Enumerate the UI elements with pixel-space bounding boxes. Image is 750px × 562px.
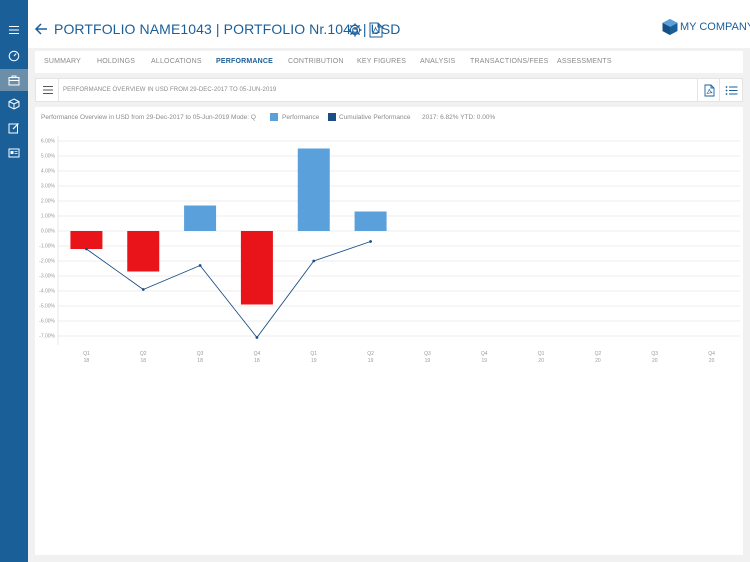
- x-tick-label: Q3: [651, 351, 658, 357]
- performance-caption: PERFORMANCE OVERVIEW IN USD FROM 29-DEC-…: [63, 87, 277, 93]
- app-header: PORTFOLIO NAME1043 | PORTFOLIO Nr.1043 |…: [28, 0, 750, 48]
- y-tick-label: -1.00%: [39, 244, 55, 250]
- divider: [719, 79, 720, 101]
- y-tick-label: -7.00%: [39, 334, 55, 340]
- x-tick-label: Q3: [197, 351, 204, 357]
- legend-swatch-performance: [270, 113, 278, 121]
- y-tick-label: -4.00%: [39, 289, 55, 295]
- sidebar-item-dashboard[interactable]: [0, 45, 28, 67]
- settings-gear-icon[interactable]: [347, 22, 363, 38]
- divider: [58, 79, 59, 101]
- legend-swatch-cumulative: [328, 113, 336, 121]
- performance-bar[interactable]: [240, 231, 273, 305]
- x-tick-label-year: 18: [254, 358, 260, 364]
- y-tick-label: 2.00%: [41, 199, 56, 205]
- y-tick-label: 1.00%: [41, 214, 56, 220]
- x-tick-label: Q1: [310, 351, 317, 357]
- cumulative-point[interactable]: [141, 288, 145, 291]
- y-tick-label: 4.00%: [41, 169, 56, 175]
- page-title: PORTFOLIO NAME1043 | PORTFOLIO Nr.1043 |…: [54, 21, 401, 37]
- pdf-export-icon[interactable]: [369, 22, 383, 38]
- id-card-icon: [8, 148, 20, 158]
- y-tick-label: 5.00%: [41, 154, 56, 160]
- tab-bar: SUMMARY HOLDINGS ALLOCATIONS PERFORMANCE…: [35, 51, 743, 73]
- hamburger-icon: [9, 26, 19, 34]
- x-tick-label-year: 19: [425, 358, 431, 364]
- x-tick-label: Q4: [254, 351, 261, 357]
- tab-summary[interactable]: SUMMARY: [44, 58, 82, 65]
- tab-assessments[interactable]: ASSESSMENTS: [557, 58, 612, 65]
- x-tick-label-year: 18: [197, 358, 203, 364]
- pdf-download-icon[interactable]: [704, 84, 715, 97]
- legend-label-performance[interactable]: Performance: [282, 114, 320, 121]
- cumulative-point[interactable]: [85, 247, 88, 251]
- sidebar-item-contacts[interactable]: [0, 142, 28, 164]
- cumulative-point[interactable]: [369, 240, 372, 243]
- performance-stats: 2017: 6.82% YTD: 0.00%: [422, 114, 496, 121]
- x-tick-label: Q4: [708, 351, 715, 357]
- back-arrow-icon[interactable]: [34, 22, 48, 36]
- performance-bar[interactable]: [184, 205, 217, 232]
- chart-title: Performance Overview in USD from 29-Dec-…: [41, 114, 256, 121]
- performance-bar[interactable]: [70, 231, 103, 249]
- company-logo-icon: [662, 19, 678, 35]
- tab-analysis[interactable]: ANALYSIS: [420, 58, 456, 65]
- y-tick-label: 3.00%: [41, 184, 56, 190]
- y-tick-label: 6.00%: [41, 139, 56, 145]
- x-tick-label-year: 19: [368, 358, 374, 364]
- x-tick-label-year: 20: [709, 358, 715, 364]
- x-tick-label: Q1: [538, 351, 545, 357]
- chart-panel: Performance Overview in USD from 29-Dec-…: [35, 107, 743, 555]
- y-tick-label: -6.00%: [39, 319, 55, 325]
- y-tick-label: -5.00%: [39, 304, 55, 310]
- cumulative-point[interactable]: [198, 264, 202, 267]
- x-tick-label: Q4: [481, 351, 488, 357]
- x-tick-label-year: 20: [538, 358, 544, 364]
- x-tick-label: Q1: [83, 351, 90, 357]
- x-tick-label-year: 18: [140, 358, 146, 364]
- x-tick-label-year: 20: [595, 358, 601, 364]
- sidebar-item-edit[interactable]: [0, 117, 28, 139]
- performance-bar[interactable]: [354, 211, 387, 232]
- company-name: MY COMPANY: [680, 21, 750, 33]
- x-tick-label-year: 18: [84, 358, 90, 364]
- x-tick-label: Q2: [367, 351, 374, 357]
- x-tick-label: Q2: [140, 351, 147, 357]
- x-tick-label-year: 19: [311, 358, 317, 364]
- tab-allocations[interactable]: ALLOCATIONS: [151, 58, 202, 65]
- performance-toolbar: PERFORMANCE OVERVIEW IN USD FROM 29-DEC-…: [35, 78, 743, 102]
- cube-icon: [8, 98, 20, 110]
- performance-bar[interactable]: [127, 231, 160, 272]
- gauge-icon: [8, 50, 20, 62]
- y-tick-label: -3.00%: [39, 274, 55, 280]
- tab-performance[interactable]: PERFORMANCE: [216, 58, 274, 65]
- sidebar: [0, 0, 28, 562]
- tab-transactions-fees[interactable]: TRANSACTIONS/FEES: [470, 58, 549, 65]
- x-tick-label: Q3: [424, 351, 431, 357]
- legend-label-cumulative[interactable]: Cumulative Performance: [339, 114, 411, 121]
- tab-holdings[interactable]: HOLDINGS: [97, 58, 136, 65]
- cumulative-point[interactable]: [312, 259, 316, 263]
- tab-contribution[interactable]: CONTRIBUTION: [288, 58, 344, 65]
- performance-bar[interactable]: [297, 148, 330, 232]
- performance-chart: 6.00% 5.00% 4.00% 3.00% 2.00% 1.00% 0.00% -1.00…: [39, 136, 740, 364]
- sidebar-item-products[interactable]: [0, 93, 28, 115]
- divider: [697, 79, 698, 101]
- menu-list-icon[interactable]: [39, 82, 57, 98]
- x-tick-label-year: 19: [481, 358, 487, 364]
- y-tick-label: 0.00%: [41, 229, 56, 235]
- x-tick-label-year: 20: [652, 358, 658, 364]
- x-tick-label: Q2: [595, 351, 602, 357]
- sidebar-item-portfolio[interactable]: [0, 69, 28, 91]
- tab-key-figures[interactable]: KEY FIGURES: [357, 58, 407, 65]
- y-tick-label: -2.00%: [39, 259, 55, 265]
- list-view-icon[interactable]: [725, 85, 738, 96]
- edit-icon: [8, 123, 19, 134]
- briefcase-icon: [8, 75, 20, 85]
- cumulative-point[interactable]: [255, 336, 259, 339]
- cumulative-performance-line: [86, 241, 371, 339]
- sidebar-menu-button[interactable]: [0, 19, 28, 41]
